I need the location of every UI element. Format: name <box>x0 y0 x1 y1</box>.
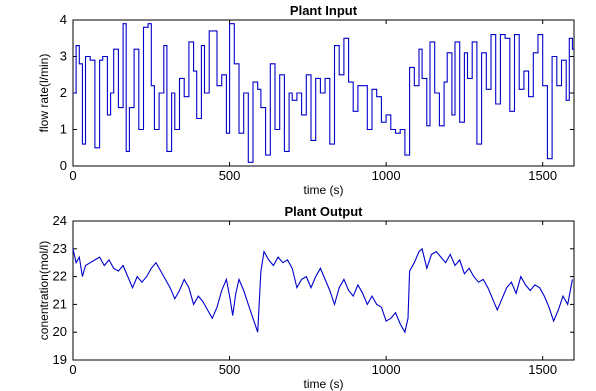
x-axis-label: time (s) <box>304 183 344 197</box>
plant-output-chart: Plant Output 0 500 1000 1500 19 20 21 22 23 24 time… <box>37 204 575 391</box>
x-tick-label: 1000 <box>372 168 401 183</box>
x-tick-label: 0 <box>69 362 76 377</box>
x-tick-label: 500 <box>219 362 241 377</box>
plant-input-chart: Plant Input 0 500 1000 1500 0 1 2 3 4 time (s) flow… <box>37 3 575 197</box>
series-line <box>73 23 574 163</box>
y-tick-label: 23 <box>53 241 67 256</box>
chart-title: Plant Output <box>285 204 364 219</box>
y-tick-label: 21 <box>53 296 67 311</box>
y-tick-label: 22 <box>53 269 67 284</box>
y-tick-label: 1 <box>60 122 67 137</box>
x-tick-label: 500 <box>219 168 241 183</box>
plot-area <box>72 220 575 361</box>
series-line <box>72 247 573 334</box>
y-tick-label: 19 <box>53 352 67 367</box>
chart-title: Plant Input <box>290 3 358 18</box>
x-axis-label: time (s) <box>304 377 344 391</box>
x-tick-label: 1500 <box>528 168 557 183</box>
y-tick-label: 3 <box>60 49 67 64</box>
x-tick-label: 1000 <box>372 362 401 377</box>
y-axis-label: flow rate(l/min) <box>37 54 51 133</box>
y-tick-label: 0 <box>60 158 67 173</box>
y-tick-label: 20 <box>53 324 67 339</box>
y-axis-label: conentration(mol/l) <box>37 241 51 340</box>
y-tick-label: 2 <box>60 85 67 100</box>
x-tick-label: 0 <box>69 168 76 183</box>
y-tick-label: 24 <box>53 213 67 228</box>
y-tick-label: 4 <box>60 12 67 27</box>
x-tick-label: 1500 <box>528 362 557 377</box>
